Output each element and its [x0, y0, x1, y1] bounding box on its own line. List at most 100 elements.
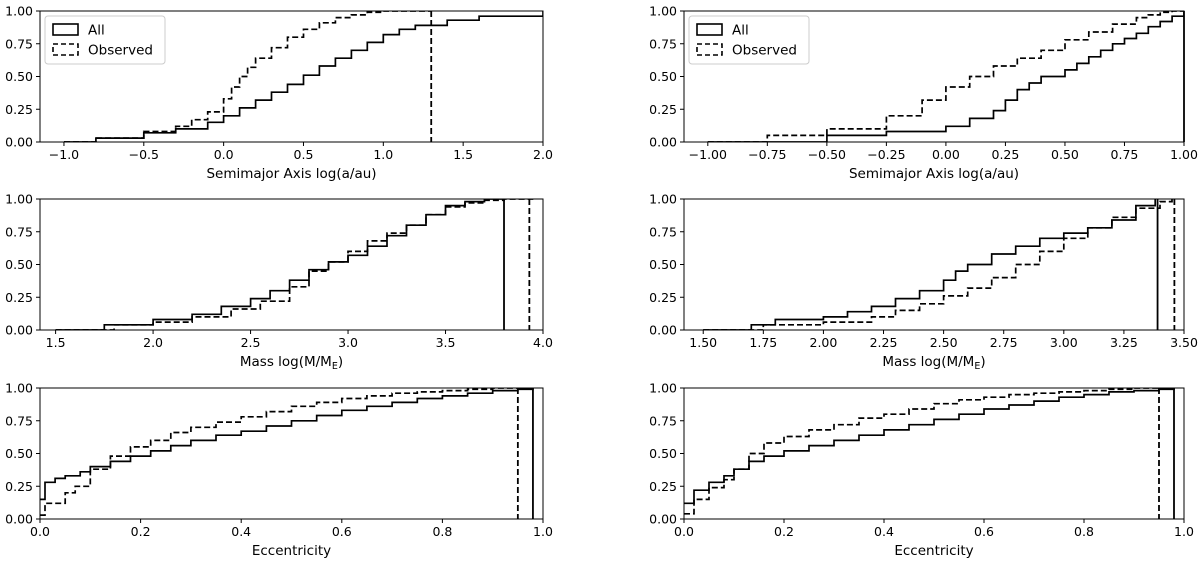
x-tick-label: 2.25	[870, 335, 898, 350]
series-all-line	[64, 11, 543, 142]
y-tick-label: 1.00	[649, 381, 677, 396]
x-axis-label-end: )	[980, 354, 985, 370]
x-tick-label: 1.75	[749, 335, 777, 350]
x-tick-label: 0.0	[214, 147, 234, 162]
x-tick-label: −1.00	[689, 147, 727, 162]
x-tick-label: 3.25	[1110, 335, 1138, 350]
x-tick-label: 2.0	[143, 335, 163, 350]
x-tick-label: 3.5	[436, 335, 456, 350]
series-all-line	[707, 11, 1184, 142]
x-tick-label: 0.2	[774, 524, 794, 539]
x-tick-label: 1.5	[46, 335, 66, 350]
series-all-line	[40, 388, 534, 501]
y-tick-label: 1.00	[5, 381, 33, 396]
x-tick-label: 3.50	[1170, 335, 1198, 350]
legend-swatch-observed	[696, 43, 723, 56]
x-tick-label: 0.6	[332, 524, 352, 539]
x-axis-label-subscript: E	[974, 361, 980, 372]
x-axis-label: Eccentricity	[894, 543, 973, 559]
y-tick-label: 0.25	[5, 479, 33, 494]
y-tick-label: 1.00	[649, 4, 677, 19]
x-tick-label: 2.50	[930, 335, 958, 350]
legend-swatch-observed	[52, 43, 79, 56]
x-tick-label: 0.4	[231, 524, 251, 539]
series-all-line	[55, 199, 504, 330]
x-tick-label: 0.25	[992, 147, 1020, 162]
y-tick-label: 0.50	[649, 446, 677, 461]
y-tick-label: 0.50	[5, 257, 33, 272]
y-tick-label: 0.75	[649, 36, 677, 51]
x-tick-label: 1.50	[689, 335, 717, 350]
series-all-line	[703, 199, 1157, 330]
chart-e_right: 0.0 0.2 0.4 0.6 0.8 1.0 0.00 0.25 0.50 0.75 1.00 Ec…	[649, 381, 1194, 560]
legend-swatch-all	[52, 23, 79, 36]
x-tick-label: 2.75	[990, 335, 1018, 350]
x-axis-label-end: )	[338, 354, 343, 370]
x-tick-label: 4.0	[533, 335, 553, 350]
legend-label: Observed	[88, 43, 153, 59]
x-tick-label: 0.4	[874, 524, 894, 539]
y-tick-label: 0.75	[649, 224, 677, 239]
x-axis-label-text: Mass log(M/M	[882, 354, 974, 370]
x-axis-label-text: Semimajor Axis log(a/au)	[849, 166, 1019, 182]
x-axis-label: Mass log(M/ME)	[882, 354, 985, 372]
x-tick-label: 0.2	[131, 524, 151, 539]
x-tick-label: −1.0	[49, 147, 79, 162]
axes-frame	[39, 387, 544, 520]
series-observed-line	[684, 388, 1159, 515]
x-axis-label-text: Eccentricity	[252, 543, 331, 559]
y-tick-label: 0.50	[5, 69, 33, 84]
y-tick-label: 1.00	[5, 4, 33, 19]
y-tick-label: 1.00	[649, 192, 677, 207]
y-tick-label: 0.00	[5, 512, 33, 527]
legend-swatch-all	[696, 23, 723, 36]
y-tick-label: 0.25	[5, 102, 33, 117]
x-tick-label: 0.0	[674, 524, 694, 539]
x-tick-label: −0.25	[867, 147, 905, 162]
chart-a_right: −1.00 −0.75 −0.50 −0.25 0.00 0.25 0.50 0.75 1.00…	[649, 4, 1198, 183]
x-axis-label: Mass log(M/ME)	[240, 354, 343, 372]
x-tick-label: 1.00	[1170, 147, 1198, 162]
x-tick-label: 0.8	[432, 524, 452, 539]
x-tick-label: 0.0	[30, 524, 50, 539]
y-tick-label: 0.75	[5, 36, 33, 51]
legend-box	[688, 15, 810, 65]
x-axis-label-text: Semimajor Axis log(a/au)	[206, 166, 376, 182]
x-axis-label: Eccentricity	[252, 543, 331, 559]
chart-a_left: −1.0 −0.5 0.0 0.5 1.0 1.5 2.0 0.00 0.25 0.50 0.75 1…	[5, 4, 553, 183]
y-tick-label: 0.00	[649, 135, 677, 150]
y-tick-label: 1.00	[5, 192, 33, 207]
x-tick-label: 0.50	[1051, 147, 1079, 162]
y-tick-label: 0.50	[649, 69, 677, 84]
x-tick-label: −0.5	[129, 147, 159, 162]
x-tick-label: 0.75	[1111, 147, 1139, 162]
x-tick-label: 2.00	[810, 335, 838, 350]
y-tick-label: 0.50	[649, 257, 677, 272]
x-tick-label: 1.0	[373, 147, 393, 162]
x-tick-label: 1.5	[453, 147, 473, 162]
x-tick-label: 3.0	[338, 335, 358, 350]
x-tick-label: 1.0	[533, 524, 553, 539]
legend-label: All	[732, 23, 749, 39]
x-axis-label-text: Mass log(M/M	[240, 354, 332, 370]
x-tick-label: 2.5	[241, 335, 261, 350]
legend-label: Observed	[732, 43, 797, 59]
x-axis-label: Semimajor Axis log(a/au)	[849, 166, 1019, 182]
axes-frame	[683, 198, 1185, 331]
legend-box	[44, 15, 166, 65]
y-tick-label: 0.50	[5, 446, 33, 461]
y-tick-label: 0.75	[5, 413, 33, 428]
series-observed-line	[707, 11, 1184, 142]
series-observed-line	[40, 388, 518, 516]
x-tick-label: 3.00	[1050, 335, 1078, 350]
y-tick-label: 0.00	[5, 135, 33, 150]
y-tick-label: 0.00	[649, 323, 677, 338]
series-all-line	[684, 388, 1175, 505]
chart-m_right: 1.50 1.75 2.00 2.25 2.50 2.75 3.00 3.25 3.50 0.00…	[649, 192, 1198, 373]
series-observed-line	[55, 199, 534, 330]
chart-e_left: 0.0 0.2 0.4 0.6 0.8 1.0 0.00 0.25 0.50 0.75 1.00 Ec…	[5, 381, 553, 560]
x-axis-label-text: Eccentricity	[894, 543, 973, 559]
y-tick-label: 0.25	[649, 479, 677, 494]
